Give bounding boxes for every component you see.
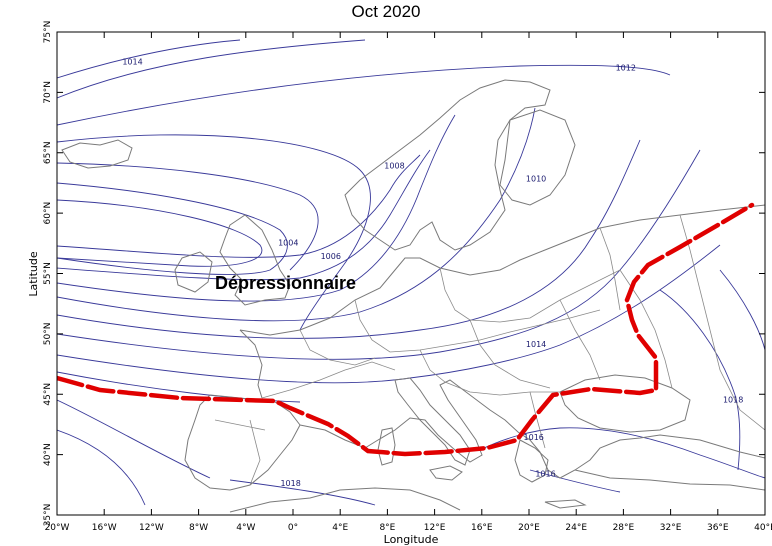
lat-tick-label: 65°N [43,141,53,164]
lon-tick-label: 16°E [471,523,493,533]
lon-tick-label: 40°E [754,523,772,533]
depression-annotation: Dépressionnaire [215,273,356,293]
lon-tick-label: 16°W [92,523,117,533]
coastlines [61,79,765,513]
isobar-label: 1012 [616,64,636,73]
isobar-label: 1016 [524,433,544,442]
isobar-label: 1016 [535,469,555,478]
lon-tick-label: 24°E [565,523,587,533]
lat-tick-label: 40°N [43,443,53,466]
lon-tick-label: 12°W [139,523,164,533]
longitude-ticks: 20°W 16°W 12°W 8°W 4°W 0° 4°E 8°E 12°E 16°E 20°E 24… [45,32,772,533]
lon-tick-label: 4°W [236,523,255,533]
isobar-label: 1014 [526,340,546,349]
lon-tick-label: 36°E [707,523,729,533]
isobar-label: 1006 [321,252,341,261]
lon-tick-label: 0° [288,523,298,533]
lon-tick-label: 28°E [613,523,635,533]
isobar-label: 1018 [280,479,300,488]
isobar-label: 1018 [723,396,743,405]
lon-tick-label: 20°E [518,523,540,533]
lat-tick-label: 75°N [43,21,53,44]
latitude-ticks: 35°N 40°N 45°N 50°N 55°N 60°N 65°N 70°N 75°N [43,21,765,527]
lon-tick-label: 8°E [379,523,395,533]
lat-tick-label: 60°N [43,202,53,225]
front-line [57,202,755,457]
lon-tick-label: 32°E [660,523,682,533]
map-title: Oct 2020 [351,2,421,21]
lat-tick-label: 55°N [43,262,53,285]
lat-tick-label: 45°N [43,383,53,406]
isobar-label: 1008 [384,161,404,170]
country-borders [214,214,765,486]
lon-tick-label: 8°W [189,523,208,533]
lat-tick-label: 70°N [43,81,53,104]
isobar-label: 1010 [526,175,546,184]
isobar-labels: 1014 1012 1008 1010 1004 1006 1014 1018 1016 1016… [122,58,743,488]
lat-tick-label: 50°N [43,323,53,346]
y-axis-title: Latitude [27,251,40,297]
lat-tick-label: 35°N [43,504,53,527]
lon-tick-label: 4°E [332,523,348,533]
lon-tick-label: 20°W [45,523,70,533]
lon-tick-label: 12°E [424,523,446,533]
x-axis-title: Longitude [384,533,439,546]
isobar-label: 1014 [122,58,142,67]
isobar-label: 1004 [278,239,298,248]
